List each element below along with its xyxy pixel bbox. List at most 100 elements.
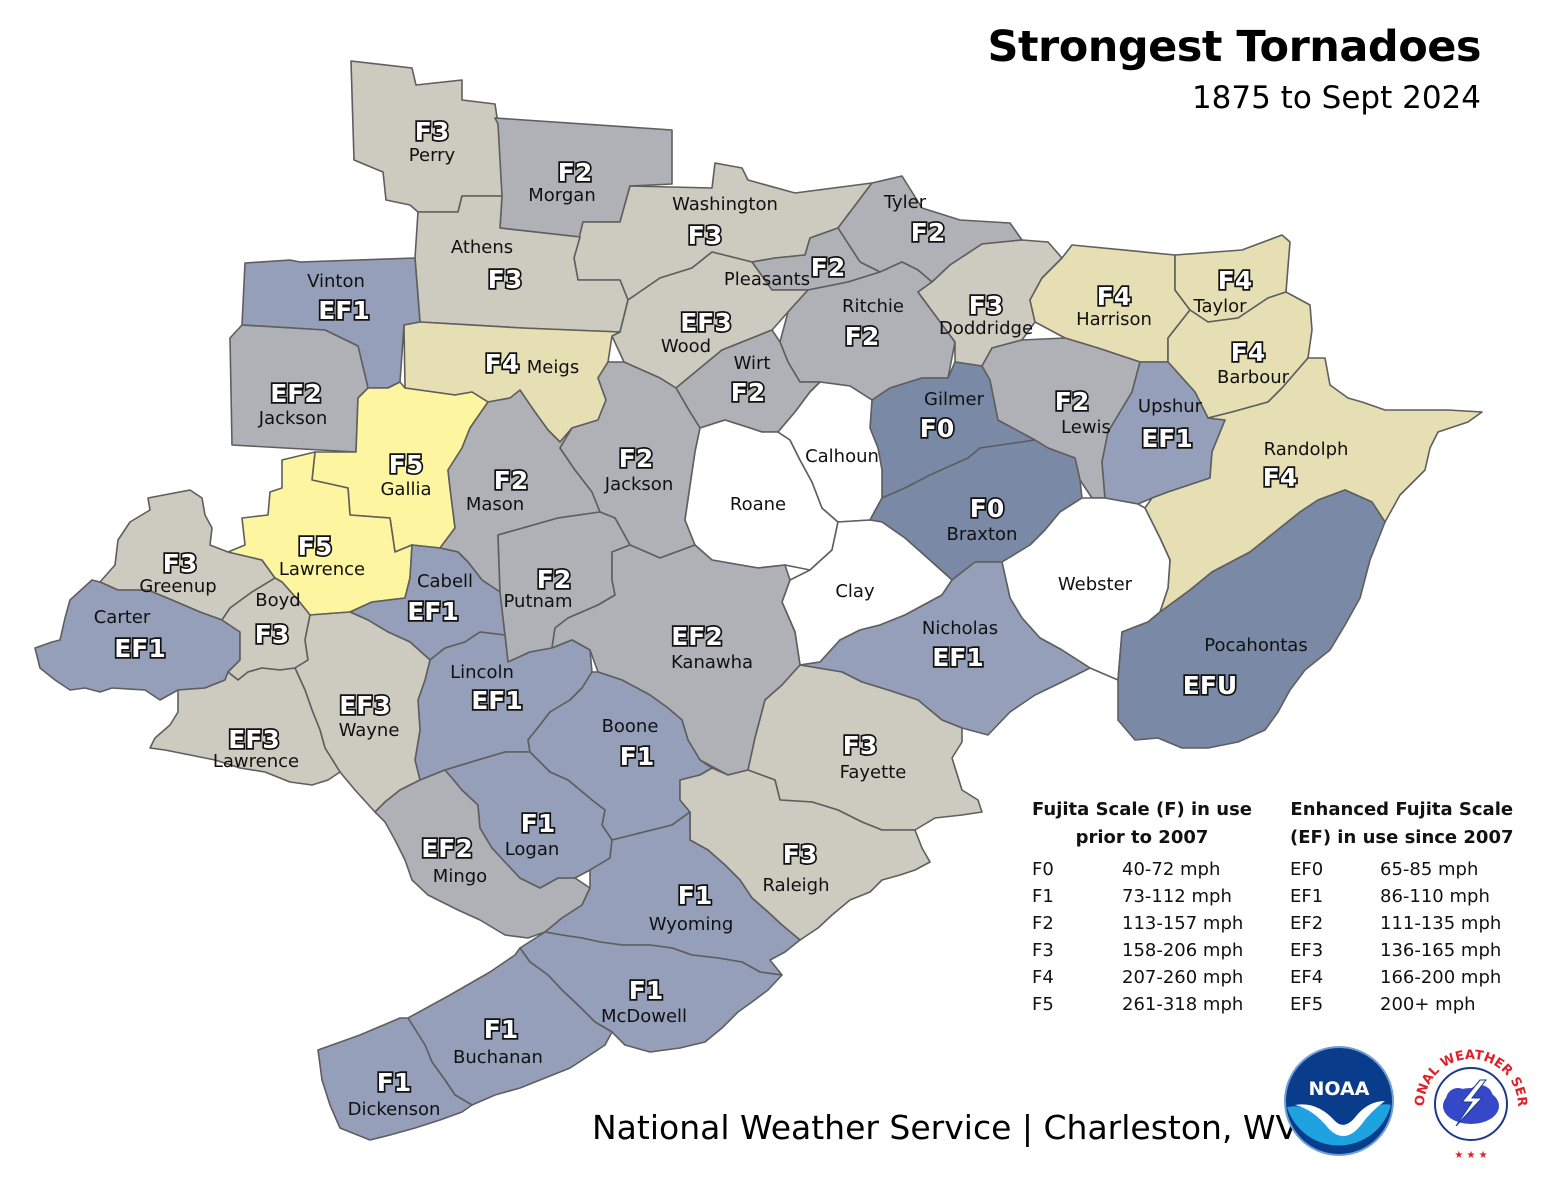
- county-rating-label: F3: [488, 265, 522, 294]
- county-lawrence-ky[interactable]: [149, 667, 341, 786]
- county-rating-label: EF2: [270, 379, 322, 408]
- county-rating-label: F4: [1263, 463, 1297, 492]
- county-rating-label: F3: [688, 221, 722, 250]
- legend-row: EF2 111-135 mph: [1290, 910, 1514, 937]
- county-name-label: Putnam: [504, 591, 573, 612]
- county-rating-label: F4: [1218, 266, 1252, 295]
- legend-row: F4 207-260 mph: [1032, 964, 1252, 991]
- county-name-label: Vinton: [307, 271, 365, 292]
- county-rating-label: F5: [298, 532, 332, 561]
- county-rating-label: EF1: [114, 634, 166, 663]
- legend-key: F2: [1032, 913, 1054, 934]
- county-name-label: Randolph: [1264, 439, 1349, 460]
- legend-key: EF4: [1290, 967, 1324, 988]
- county-rating-label: EF1: [1141, 424, 1193, 453]
- county-name-label: Fayette: [840, 762, 907, 783]
- legend-value: 65-85 mph: [1380, 859, 1479, 880]
- county-name-label: Cabell: [417, 571, 473, 592]
- legend-key: EF2: [1290, 913, 1324, 934]
- legend-row: F3 158-206 mph: [1032, 937, 1252, 964]
- county-name-label: Gallia: [380, 479, 431, 500]
- county-name-label: Morgan: [528, 185, 596, 206]
- county-rating-label: EF2: [671, 622, 723, 651]
- county-name-label: Pocahontas: [1204, 635, 1307, 656]
- county-name-label: Athens: [451, 237, 513, 258]
- legend-value: 73-112 mph: [1122, 886, 1232, 907]
- nws-logo: NATIONAL WEATHER SERVICE ★ ★ ★: [1410, 1040, 1529, 1161]
- legend-key: EF5: [1290, 994, 1324, 1015]
- legend-key: F5: [1032, 994, 1054, 1015]
- county-rating-label: F4: [1231, 338, 1265, 367]
- county-name-label: Dickenson: [348, 1099, 441, 1120]
- county-rating-label: F3: [969, 291, 1003, 320]
- county-name-label: Ritchie: [842, 296, 904, 317]
- county-rating-label: F1: [620, 742, 654, 771]
- legend-key: EF0: [1290, 859, 1324, 880]
- legend-enhanced-heading-1: Enhanced Fujita Scale: [1290, 799, 1514, 820]
- county-rating-label: F0: [920, 414, 954, 443]
- legend-row: F5 261-318 mph: [1032, 991, 1252, 1018]
- county-name-label: McDowell: [601, 1006, 687, 1027]
- county-rating-label: F1: [377, 1068, 411, 1097]
- county-rating-label: F1: [678, 881, 712, 910]
- legend-row: EF3 136-165 mph: [1290, 937, 1514, 964]
- county-name-label: Lawrence: [213, 751, 299, 772]
- legend-value: 86-110 mph: [1380, 886, 1490, 907]
- legend-value: 113-157 mph: [1122, 913, 1244, 934]
- county-name-label: Jackson: [258, 408, 327, 429]
- legend-value: 136-165 mph: [1380, 940, 1502, 961]
- legend-value: 200+ mph: [1380, 994, 1476, 1015]
- county-rating-label: F1: [629, 976, 663, 1005]
- legend-fujita-heading-2: prior to 2007: [1075, 827, 1209, 848]
- county-rating-label: F3: [163, 549, 197, 578]
- legend-row: EF0 65-85 mph: [1290, 856, 1514, 883]
- county-name-label: Lewis: [1061, 417, 1111, 438]
- county-name-label: Harrison: [1076, 309, 1152, 330]
- county-rating-label: F3: [415, 117, 449, 146]
- map-title: Strongest Tornadoes: [987, 22, 1481, 72]
- legend-row: EF4 166-200 mph: [1290, 964, 1514, 991]
- legend-row: F0 40-72 mph: [1032, 856, 1252, 883]
- legend-key: EF3: [1290, 940, 1324, 961]
- county-name-label: Tyler: [883, 192, 927, 213]
- legend-enhanced-heading: Enhanced Fujita Scale (EF) in use since …: [1290, 796, 1514, 852]
- county-carter[interactable]: [34, 579, 241, 701]
- county-rating-label: F5: [389, 450, 423, 479]
- legend-enhanced: Enhanced Fujita Scale (EF) in use since …: [1290, 796, 1514, 1018]
- county-name-label: Buchanan: [453, 1047, 543, 1068]
- county-name-label: Boone: [602, 716, 659, 737]
- legend-fujita-heading: Fujita Scale (F) in use prior to 2007: [1032, 796, 1252, 852]
- county-name-label: Nicholas: [922, 618, 998, 639]
- county-rating-label: EF1: [932, 643, 984, 672]
- legend-row: EF1 86-110 mph: [1290, 883, 1514, 910]
- noaa-logo: NOAA: [1284, 1046, 1394, 1156]
- county-rating-label: F2: [845, 322, 879, 351]
- county-dickenson[interactable]: [317, 1017, 473, 1141]
- county-name-label: Meigs: [527, 357, 579, 378]
- county-name-label: Lawrence: [279, 559, 365, 580]
- county-rating-label: F0: [970, 494, 1004, 523]
- county-kanawha[interactable]: [551, 544, 801, 776]
- county-name-label: Jackson: [604, 474, 673, 495]
- county-rating-label: F3: [783, 840, 817, 869]
- legend-row: F1 73-112 mph: [1032, 883, 1252, 910]
- county-rating-label: EF2: [421, 834, 473, 863]
- legend-row: EF5 200+ mph: [1290, 991, 1514, 1018]
- noaa-logo-text: NOAA: [1309, 1078, 1370, 1100]
- county-pocahontas[interactable]: [1117, 489, 1386, 749]
- county-name-label: Pleasants: [724, 269, 810, 290]
- county-rating-label: F2: [537, 565, 571, 594]
- county-name-label: Calhoun: [805, 446, 879, 467]
- legend-key: EF1: [1290, 886, 1324, 907]
- legend-value: 261-318 mph: [1122, 994, 1244, 1015]
- county-name-label: Raleigh: [762, 875, 829, 896]
- county-name-label: Upshur: [1138, 396, 1203, 417]
- county-rating-label: EF1: [318, 296, 370, 325]
- county-calhoun[interactable]: [777, 381, 883, 523]
- map-subtitle: 1875 to Sept 2024: [1191, 80, 1481, 116]
- county-name-label: Logan: [505, 839, 560, 860]
- county-rating-label: F3: [843, 731, 877, 760]
- county-rating-label: F2: [731, 378, 765, 407]
- footer-credit: National Weather Service | Charleston, W…: [592, 1108, 1299, 1147]
